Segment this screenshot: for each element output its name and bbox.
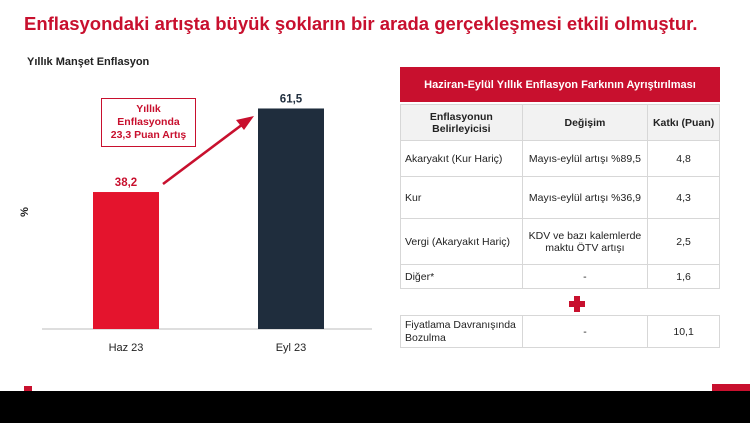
row-contribution: 4,8 <box>647 140 720 177</box>
row-factor: Akaryakıt (Kur Hariç) <box>400 140 523 177</box>
table-header-row: Enflasyonun Belirleyicisi Değişim Katkı … <box>400 104 720 141</box>
extra-contribution: 10,1 <box>647 315 720 348</box>
value-label: 61,5 <box>280 93 303 105</box>
table-row: Kur Mayıs-eylül artışı %36,9 4,3 <box>400 176 720 219</box>
row-change: KDV ve bazı kalemlerde maktu ÖTV artışı <box>521 218 649 265</box>
table-row: Vergi (Akaryakıt Hariç) KDV ve bazı kale… <box>400 218 720 265</box>
increase-arrow <box>162 122 244 186</box>
header-factor: Enflasyonun Belirleyicisi <box>400 104 523 141</box>
slide-title: Enflasyondaki artışta büyük şokların bir… <box>24 13 698 34</box>
value-label: 38,2 <box>115 177 137 189</box>
row-change: Mayıs-eylül artışı %89,5 <box>521 140 649 177</box>
bar-eyl-23 <box>258 108 324 329</box>
row-factor: Diğer* <box>400 264 523 289</box>
header-change: Değişim <box>521 104 649 141</box>
table-row: Fiyatlama Davranışında Bozulma - 10,1 <box>400 315 720 348</box>
extra-change: - <box>521 315 649 348</box>
chart-title: Yıllık Manşet Enflasyon <box>27 56 150 68</box>
table-row: Akaryakıt (Kur Hariç) Mayıs-eylül artışı… <box>400 140 720 177</box>
row-contribution: 4,3 <box>647 176 720 219</box>
row-contribution: 2,5 <box>647 218 720 265</box>
footer-accent-bar <box>712 384 750 391</box>
annotation-line-3: 23,3 Puan Artış <box>110 129 187 141</box>
header-contribution: Katkı (Puan) <box>647 104 720 141</box>
arrow-head-icon <box>236 116 254 130</box>
category-label: Haz 23 <box>109 342 144 354</box>
y-axis-label: % <box>19 207 31 217</box>
table-row: Diğer* - 1,6 <box>400 264 720 289</box>
bar-chart: % 38,2 Haz 23 61,5 Eyl 23 <box>19 93 372 354</box>
row-factor: Vergi (Akaryakıt Hariç) <box>400 218 523 265</box>
annotation-line-1: Yıllık <box>136 103 161 115</box>
extra-factor: Fiyatlama Davranışında Bozulma <box>400 315 523 348</box>
increase-annotation: Yıllık Enflasyonda 23,3 Puan Artış <box>101 98 196 147</box>
extra-factor-table: Fiyatlama Davranışında Bozulma - 10,1 <box>400 315 720 348</box>
row-contribution: 1,6 <box>647 264 720 289</box>
decomposition-table: Enflasyonun Belirleyicisi Değişim Katkı … <box>400 104 720 289</box>
plus-icon <box>569 296 585 312</box>
table-title: Haziran-Eylül Yıllık Enflasyon Farkının … <box>400 67 720 102</box>
footer-logo-mark <box>24 386 32 391</box>
row-change: Mayıs-eylül artışı %36,9 <box>521 176 649 219</box>
row-factor: Kur <box>400 176 523 219</box>
bar-haz-23 <box>93 192 159 329</box>
footer-bar <box>0 391 750 423</box>
category-label: Eyl 23 <box>276 342 307 354</box>
annotation-line-2: Enflasyonda <box>117 116 180 128</box>
row-change: - <box>521 264 649 289</box>
